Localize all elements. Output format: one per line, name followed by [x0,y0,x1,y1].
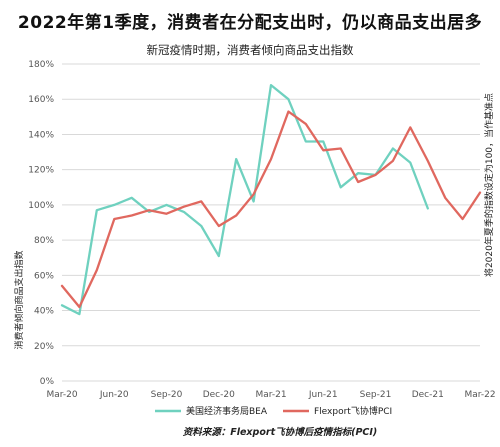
y-tick-label: 60% [34,271,54,281]
x-axis: Mar-20 Jun-20 Sep-20 Dec-20 Mar-21 Jun-21 Sep-… [46,390,495,400]
chart-title: 2022年第1季度，消费者在分配支出时，仍以商品支出居多 [17,13,483,33]
x-tick-label: Mar-21 [255,390,286,400]
x-tick-label: Dec-21 [412,390,444,400]
grid [62,63,480,382]
x-tick-label: Dec-20 [203,390,235,400]
x-tick-label: Sep-21 [360,390,392,400]
y-tick-label: 40% [34,307,54,317]
y-tick-label: 160% [28,95,54,105]
chart-subtitle: 新冠疫情时期，消费者倾向商品支出指数 [146,43,354,57]
x-tick-label: Sep-20 [151,390,183,400]
y-tick-label: 100% [28,201,54,211]
y-tick-label: 140% [28,130,54,140]
x-tick-label: Jun-21 [308,390,338,400]
series-line-bea [60,83,429,316]
y-tick-label: 20% [34,342,54,352]
y-axis: 0% 20% 40% 60% 80% 100% 120% 140% 160% 180% [28,60,54,387]
legend-label-pci: Flexport飞协博PCI [314,405,392,417]
x-tick-label: Mar-20 [46,390,77,400]
y-tick-label: 80% [34,236,54,246]
x-tick-label: Mar-22 [464,390,495,400]
x-tick-label: Jun-20 [99,390,129,400]
series-line-pci [60,110,482,309]
y-tick-label: 180% [28,60,54,70]
y-tick-label: 0% [40,377,55,387]
legend-label-bea: 美国经济事务局BEA [186,405,268,417]
source-note: 资料来源：Flexport飞协博后疫情指标(PCI) [183,426,378,438]
y-tick-label: 120% [28,166,54,176]
y-axis-label-left: 消费者倾向商品支出指数 [13,250,25,349]
y-axis-label-right: 将2020年夏季的指数设定为100，当作基准点 [483,93,495,277]
legend: 美国经济事务局BEA Flexport飞协博PCI [155,405,392,417]
series-group [60,83,482,316]
